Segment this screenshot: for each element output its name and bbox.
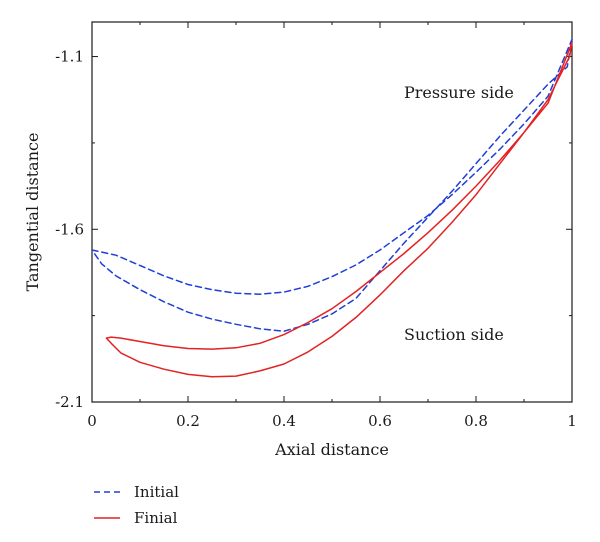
legend-label-initial: Initial (134, 483, 179, 501)
x-tick-label: 0.2 (176, 412, 200, 430)
series-layer (91, 38, 573, 378)
legend: Initial Finial (94, 483, 179, 527)
x-tick-label: 0.4 (272, 412, 296, 430)
series-line-finial (105, 41, 573, 378)
x-tick-label: 1 (567, 412, 577, 430)
annotation-pressure-side: Pressure side (404, 83, 514, 102)
annotation-suction-side: Suction side (404, 325, 504, 344)
x-axis-title: Axial distance (274, 440, 389, 459)
x-tick-label: 0.6 (368, 412, 392, 430)
tick-labels: 0 0.2 0.4 0.6 0.8 1 -2.1 -1.6 -1.1 (55, 48, 577, 430)
y-tick-label: -1.6 (55, 220, 84, 238)
y-axis-title: Tangential distance (23, 133, 42, 292)
series-line-initial (91, 38, 573, 332)
x-tick-label: 0.8 (464, 412, 488, 430)
legend-label-finial: Finial (134, 509, 178, 527)
y-tick-label: -2.1 (55, 393, 84, 411)
y-tick-label: -1.1 (55, 48, 84, 66)
x-tick-label: 0 (87, 412, 97, 430)
